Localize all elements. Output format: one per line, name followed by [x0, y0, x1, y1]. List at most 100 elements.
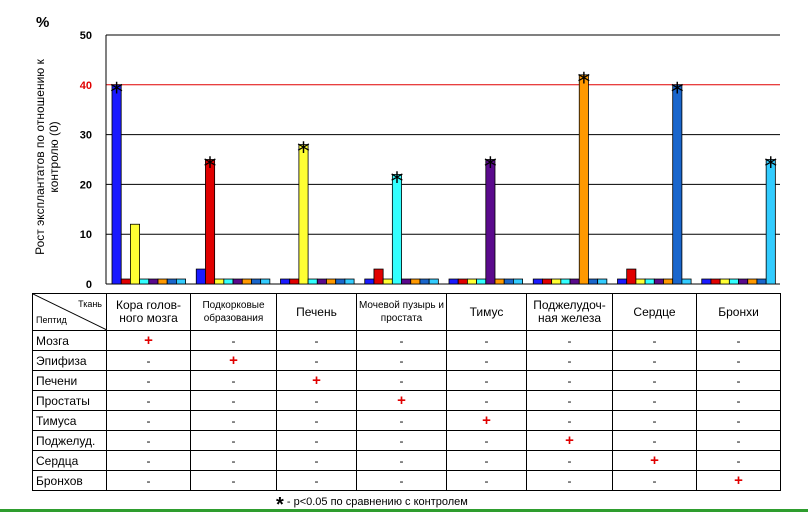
no-effect-cell: - — [276, 450, 357, 471]
y-tick-label: 20 — [80, 179, 92, 191]
effect-plus-cell: + — [356, 390, 447, 411]
y-tick-label: 40 — [80, 80, 92, 92]
table-row: Тимуса - - - - + - - - — [32, 410, 781, 431]
no-effect-cell: - — [446, 390, 527, 411]
no-effect-cell: - — [106, 410, 191, 431]
no-effect-cell: - — [696, 410, 781, 431]
bar — [466, 278, 477, 285]
y-tick-label: 0 — [86, 279, 92, 291]
corner-peptide-label: Пептид — [36, 315, 67, 325]
corner-tissue-label: Ткань — [78, 299, 102, 309]
bar — [513, 278, 524, 285]
table-header-cell: Бронхи — [696, 293, 781, 331]
no-effect-cell: - — [276, 410, 357, 431]
y-tick-label: 30 — [80, 130, 92, 142]
effect-plus-cell: + — [446, 410, 527, 431]
table-row: Печени - - + - - - - - — [32, 370, 781, 391]
bar — [195, 268, 206, 285]
bar — [681, 278, 692, 285]
no-effect-cell: - — [190, 390, 277, 411]
no-effect-cell: - — [446, 370, 527, 391]
no-effect-cell: - — [276, 470, 357, 491]
bar — [485, 159, 496, 285]
table-header-cell: Тимус — [446, 293, 527, 331]
corner-diagonal — [33, 294, 106, 330]
no-effect-cell: - — [696, 330, 781, 351]
significance-star: * — [484, 153, 497, 183]
table-header-cell: Мочевой пузырь и простата — [356, 293, 447, 331]
no-effect-cell: - — [106, 450, 191, 471]
no-effect-cell: - — [356, 330, 447, 351]
no-effect-cell: - — [356, 450, 447, 471]
row-label: Бронхов — [32, 470, 107, 491]
row-label: Тимуса — [32, 410, 107, 431]
significance-star: * — [577, 68, 590, 98]
significance-star: * — [764, 153, 777, 183]
no-effect-cell: - — [612, 350, 697, 371]
bar — [551, 278, 562, 285]
bar — [139, 278, 150, 285]
bar — [232, 278, 243, 285]
bar — [419, 278, 430, 285]
table-header-cell: Поджелудоч-ная железа — [526, 293, 613, 331]
no-effect-cell: - — [356, 470, 447, 491]
y-unit-label: % — [36, 14, 50, 31]
bar — [120, 278, 131, 285]
bar — [617, 278, 628, 285]
bar — [663, 278, 674, 285]
bar — [672, 84, 683, 285]
bar — [223, 278, 234, 285]
bar — [166, 278, 177, 285]
bar — [644, 278, 655, 285]
bar — [476, 278, 487, 285]
row-label: Сердца — [32, 450, 107, 471]
no-effect-cell: - — [526, 390, 613, 411]
bar — [289, 278, 300, 285]
no-effect-cell: - — [276, 330, 357, 351]
no-effect-cell: - — [106, 390, 191, 411]
bar — [280, 278, 291, 285]
significance-star: * — [671, 78, 684, 108]
bar — [728, 278, 739, 285]
no-effect-cell: - — [696, 390, 781, 411]
bar — [307, 278, 318, 285]
bar — [298, 144, 309, 285]
bar — [241, 278, 252, 285]
bar — [401, 278, 412, 285]
row-label: Мозга — [32, 330, 107, 351]
bottom-green-rule — [0, 509, 808, 512]
bar — [175, 278, 186, 285]
no-effect-cell: - — [106, 350, 191, 371]
bar — [448, 278, 459, 285]
significance-star: * — [390, 167, 403, 197]
bar — [205, 159, 216, 285]
no-effect-cell: - — [356, 370, 447, 391]
no-effect-cell: - — [446, 470, 527, 491]
table-row: Эпифиза - + - - - - - - — [32, 350, 781, 371]
effect-plus-cell: + — [190, 350, 277, 371]
no-effect-cell: - — [696, 370, 781, 391]
row-label: Эпифиза — [32, 350, 107, 371]
no-effect-cell: - — [612, 390, 697, 411]
bar — [251, 278, 262, 285]
effect-plus-cell: + — [612, 450, 697, 471]
no-effect-cell: - — [446, 430, 527, 451]
bar — [701, 278, 712, 285]
bar — [765, 159, 776, 285]
no-effect-cell: - — [106, 470, 191, 491]
table-corner-cell: Ткань Пептид — [32, 293, 107, 331]
table-header-cell: Подкорковые образования — [190, 293, 277, 331]
significance-star: * — [204, 153, 217, 183]
bar — [344, 278, 355, 285]
no-effect-cell: - — [612, 330, 697, 351]
bar — [747, 278, 758, 285]
bar — [157, 278, 168, 285]
table-row: Сердца - - - - - - + - — [32, 450, 781, 471]
no-effect-cell: - — [446, 350, 527, 371]
bar — [635, 278, 646, 285]
table-header-cell: Кора голов-ного мозга — [106, 293, 191, 331]
footnote-star: * — [276, 494, 284, 516]
no-effect-cell: - — [190, 450, 277, 471]
no-effect-cell: - — [526, 450, 613, 471]
no-effect-cell: - — [356, 410, 447, 431]
